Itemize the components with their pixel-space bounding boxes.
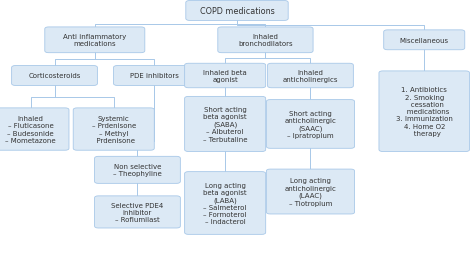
FancyBboxPatch shape <box>11 66 98 86</box>
Text: Inhaled
– Fluticasone
– Budesonide
– Mometazone: Inhaled – Fluticasone – Budesonide – Mom… <box>6 116 56 143</box>
Text: Anti inflammatory
medications: Anti inflammatory medications <box>63 34 127 47</box>
FancyBboxPatch shape <box>379 72 469 152</box>
Text: 1. Antibiotics
2. Smoking
   cessation
   medications
3. Immunization
4. Home O2: 1. Antibiotics 2. Smoking cessation medi… <box>396 87 453 136</box>
FancyBboxPatch shape <box>267 64 353 88</box>
FancyBboxPatch shape <box>266 100 355 149</box>
FancyBboxPatch shape <box>94 196 180 228</box>
Text: Miscellaneous: Miscellaneous <box>400 38 449 44</box>
FancyBboxPatch shape <box>73 108 154 151</box>
FancyBboxPatch shape <box>113 66 194 86</box>
FancyBboxPatch shape <box>218 28 313 54</box>
FancyBboxPatch shape <box>184 172 265 234</box>
FancyBboxPatch shape <box>184 97 265 152</box>
Text: Systemic
– Prdenisone
– Methyl
  Prdenisone: Systemic – Prdenisone – Methyl Prdenison… <box>91 116 136 143</box>
FancyBboxPatch shape <box>186 2 288 21</box>
Text: Long acting
anticholinergic
(LAAC)
– Tiotropium: Long acting anticholinergic (LAAC) – Tio… <box>284 178 337 206</box>
FancyBboxPatch shape <box>184 64 265 88</box>
FancyBboxPatch shape <box>45 28 145 54</box>
Text: Short acting
anticholinergic
(SAAC)
– Ipratropium: Short acting anticholinergic (SAAC) – Ip… <box>284 110 337 138</box>
Text: Selective PDE4
inhibitor
– Roflumilast: Selective PDE4 inhibitor – Roflumilast <box>111 202 164 222</box>
FancyBboxPatch shape <box>0 108 69 151</box>
Text: PDE inhibitors: PDE inhibitors <box>129 73 179 79</box>
Text: Inhaled beta
agonist: Inhaled beta agonist <box>203 70 247 83</box>
FancyBboxPatch shape <box>94 157 180 184</box>
FancyBboxPatch shape <box>266 169 355 214</box>
Text: Non selective
– Theophyline: Non selective – Theophyline <box>113 164 162 177</box>
Text: COPD medications: COPD medications <box>200 7 274 16</box>
Text: Corticosteroids: Corticosteroids <box>28 73 81 79</box>
Text: Inhaled
anticholinergics: Inhaled anticholinergics <box>283 70 338 83</box>
FancyBboxPatch shape <box>383 31 465 51</box>
Text: Inhaled
bronchodilators: Inhaled bronchodilators <box>238 34 293 47</box>
Text: Short acting
beta agonist
(SABA)
– Albuterol
– Terbutaline: Short acting beta agonist (SABA) – Albut… <box>203 107 247 142</box>
Text: Long acting
beta agonist
(LABA)
– Salmeterol
– Formoterol
– Indacterol: Long acting beta agonist (LABA) – Salmet… <box>203 182 247 225</box>
